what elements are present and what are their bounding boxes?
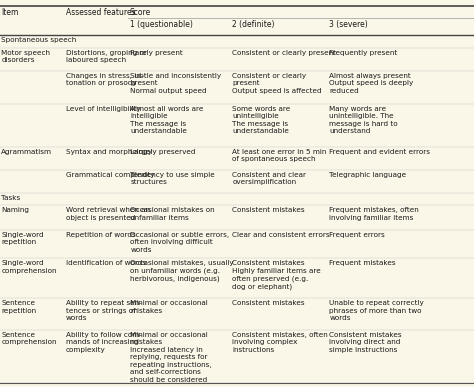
Text: Changes in stress, in-
tonation or prosody: Changes in stress, in- tonation or proso… xyxy=(66,73,143,86)
Text: Consistent mistakes, often
involving complex
instructions: Consistent mistakes, often involving com… xyxy=(232,332,328,353)
Text: Grammatical complexity: Grammatical complexity xyxy=(66,172,155,178)
Text: Consistent and clear
oversimplification: Consistent and clear oversimplification xyxy=(232,172,306,185)
Text: Syntax and morphology: Syntax and morphology xyxy=(66,149,152,155)
Text: Tendency to use simple
structures: Tendency to use simple structures xyxy=(130,172,215,185)
Text: Clear and consistent errors: Clear and consistent errors xyxy=(232,232,330,238)
Text: Word retrieval when an
object is presented: Word retrieval when an object is present… xyxy=(66,207,150,221)
Text: Tasks: Tasks xyxy=(1,195,21,201)
Text: Subtle and inconsistently
present
Normal output speed: Subtle and inconsistently present Normal… xyxy=(130,73,221,94)
Text: Occasional or subtle errors,
often involving difficult
words: Occasional or subtle errors, often invol… xyxy=(130,232,229,253)
Text: Minimal or occasional
mistakes
Increased latency in
replying, requests for
repea: Minimal or occasional mistakes Increased… xyxy=(130,332,212,383)
Text: Frequent mistakes: Frequent mistakes xyxy=(329,260,396,266)
Text: At least one error in 5 min
of spontaneous speech: At least one error in 5 min of spontaneo… xyxy=(232,149,327,163)
Text: Single-word
repetition: Single-word repetition xyxy=(1,232,44,245)
Text: Occasional mistakes on
unfamiliar items: Occasional mistakes on unfamiliar items xyxy=(130,207,215,221)
Text: Many words are
unintelligible. The
message is hard to
understand: Many words are unintelligible. The messa… xyxy=(329,106,398,134)
Text: Single-word
comprehension: Single-word comprehension xyxy=(1,260,57,274)
Text: Consistent mistakes: Consistent mistakes xyxy=(232,300,305,307)
Text: Ability to repeat sen-
tences or strings of
words: Ability to repeat sen- tences or strings… xyxy=(66,300,142,322)
Text: Identification of words: Identification of words xyxy=(66,260,146,266)
Text: Assessed features: Assessed features xyxy=(66,8,136,17)
Text: Minimal or occasional
mistakes: Minimal or occasional mistakes xyxy=(130,300,208,314)
Text: Score: Score xyxy=(130,8,151,17)
Text: Unable to repeat correctly
phrases of more than two
words: Unable to repeat correctly phrases of mo… xyxy=(329,300,424,322)
Text: Occasional mistakes, usually
on unfamiliar words (e.g.
herbivorous, indigenous): Occasional mistakes, usually on unfamili… xyxy=(130,260,234,283)
Text: Naming: Naming xyxy=(1,207,29,213)
Text: Spontaneous speech: Spontaneous speech xyxy=(1,37,77,43)
Text: Sentence
repetition: Sentence repetition xyxy=(1,300,36,314)
Text: Almost all words are
intelligible
The message is
understandable: Almost all words are intelligible The me… xyxy=(130,106,204,134)
Text: Agrammatism: Agrammatism xyxy=(1,149,53,155)
Text: Consistent mistakes
Highly familiar items are
often preserved (e.g.
dog or eleph: Consistent mistakes Highly familiar item… xyxy=(232,260,321,290)
Text: Frequently present: Frequently present xyxy=(329,50,398,56)
Text: Telegraphic language: Telegraphic language xyxy=(329,172,407,178)
Text: Frequent mistakes, often
involving familiar items: Frequent mistakes, often involving famil… xyxy=(329,207,419,221)
Text: Level of intelligibility: Level of intelligibility xyxy=(66,106,141,112)
Text: Some words are
unintelligible
The message is
understandable: Some words are unintelligible The messag… xyxy=(232,106,291,134)
Text: Consistent mistakes
involving direct and
simple instructions: Consistent mistakes involving direct and… xyxy=(329,332,402,353)
Text: Rarely present: Rarely present xyxy=(130,50,183,56)
Text: 3 (severe): 3 (severe) xyxy=(329,20,368,29)
Text: Sentence
comprehension: Sentence comprehension xyxy=(1,332,57,345)
Text: Distortions, groping or
laboured speech: Distortions, groping or laboured speech xyxy=(66,50,147,63)
Text: Consistent or clearly
present
Output speed is affected: Consistent or clearly present Output spe… xyxy=(232,73,322,94)
Text: Largely preserved: Largely preserved xyxy=(130,149,196,155)
Text: Ability to follow com-
mands of increasing
complexity: Ability to follow com- mands of increasi… xyxy=(66,332,142,353)
Text: Repetition of words: Repetition of words xyxy=(66,232,136,238)
Text: Motor speech
disorders: Motor speech disorders xyxy=(1,50,50,63)
Text: Almost always present
Output speed is deeply
reduced: Almost always present Output speed is de… xyxy=(329,73,414,94)
Text: 1 (questionable): 1 (questionable) xyxy=(130,20,193,29)
Text: Consistent mistakes: Consistent mistakes xyxy=(232,207,305,213)
Text: Consistent or clearly present: Consistent or clearly present xyxy=(232,50,336,56)
Text: Frequent errors: Frequent errors xyxy=(329,232,385,238)
Text: 2 (definite): 2 (definite) xyxy=(232,20,274,29)
Text: Item: Item xyxy=(1,8,19,17)
Text: Frequent and evident errors: Frequent and evident errors xyxy=(329,149,430,155)
